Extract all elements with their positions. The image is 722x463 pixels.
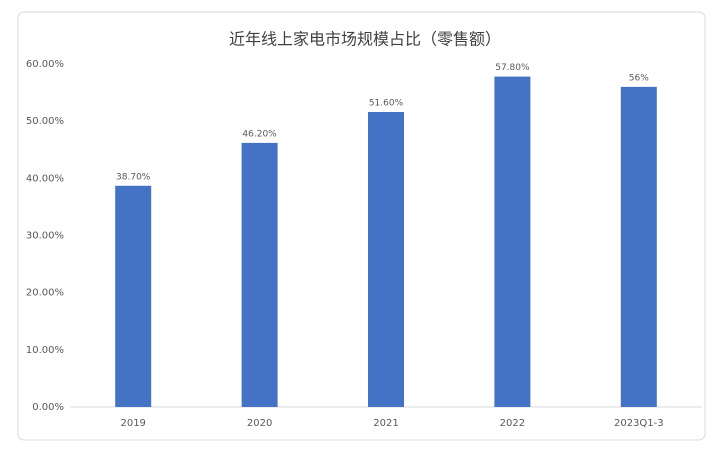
bar	[620, 86, 657, 407]
y-tick-label: 40.00%	[26, 173, 64, 184]
x-tick-label: 2019	[120, 418, 145, 429]
bar	[368, 112, 404, 408]
y-tick-label: 60.00%	[26, 59, 64, 70]
bar	[115, 185, 152, 407]
x-tick-label: 2023Q1-3	[614, 418, 664, 429]
value-label: 51.60%	[369, 99, 404, 109]
y-tick-label: 50.00%	[26, 116, 64, 127]
bar	[494, 76, 531, 408]
y-tick-label: 20.00%	[26, 288, 64, 299]
value-label: 56%	[629, 73, 649, 83]
x-tick-label: 2021	[373, 418, 398, 429]
value-label: 38.70%	[116, 172, 151, 182]
y-tick-label: 30.00%	[26, 231, 64, 242]
chart-frame	[17, 11, 706, 441]
x-tick-label: 2022	[500, 418, 525, 429]
value-label: 46.20%	[242, 129, 277, 139]
value-label: 57.80%	[495, 63, 530, 73]
y-tick-label: 10.00%	[26, 345, 64, 356]
chart-title: 近年线上家电市场规模占比（零售额）	[229, 30, 501, 49]
x-tick-label: 2020	[247, 418, 272, 429]
y-tick-label: 0.00%	[32, 402, 64, 413]
bar	[241, 142, 278, 407]
